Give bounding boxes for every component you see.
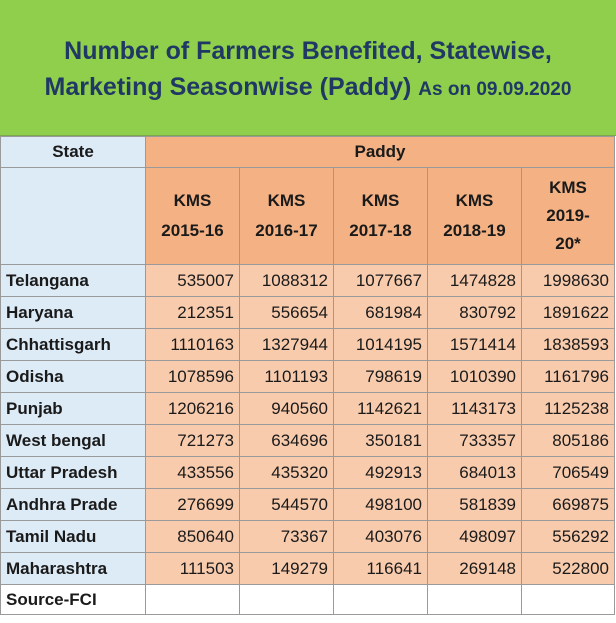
title-line-2: Marketing Seasonwise (Paddy) As on 09.09… [45, 69, 572, 108]
value-cell[interactable]: 435320 [239, 456, 334, 489]
value-cell[interactable]: 721273 [145, 424, 240, 457]
value-cell[interactable]: 111503 [145, 552, 240, 585]
value-cell[interactable]: 1891622 [521, 296, 615, 329]
value-cell[interactable]: 684013 [427, 456, 522, 489]
value-cell[interactable]: 492913 [333, 456, 428, 489]
value-cell[interactable]: 634696 [239, 424, 334, 457]
farmers-table: State Paddy KMS 2015-16 KMS 2016-17 KMS … [0, 136, 615, 615]
value-cell[interactable]: 1014195 [333, 328, 428, 361]
empty-cell[interactable] [239, 584, 334, 615]
value-cell[interactable]: 522800 [521, 552, 615, 585]
value-cell[interactable]: 940560 [239, 392, 334, 425]
table-row: Punjab 1206216 940560 1142621 1143173 1125238 [0, 392, 615, 425]
value-cell[interactable]: 1571414 [427, 328, 522, 361]
state-cell[interactable]: West bengal [0, 424, 146, 457]
value-cell[interactable]: 1161796 [521, 360, 615, 393]
empty-cell[interactable] [427, 584, 522, 615]
value-cell[interactable]: 1110163 [145, 328, 240, 361]
season-header[interactable]: KMS 2016-17 [239, 167, 334, 265]
value-cell[interactable]: 350181 [333, 424, 428, 457]
state-cell[interactable]: Punjab [0, 392, 146, 425]
value-cell[interactable]: 556292 [521, 520, 615, 553]
as-on-date: As on 09.09.2020 [418, 79, 572, 100]
value-cell[interactable]: 1327944 [239, 328, 334, 361]
table-row: Andhra Prade 276699 544570 498100 581839 6698… [0, 488, 615, 521]
title-line-1: Number of Farmers Benefited, Statewise, [64, 37, 552, 65]
value-cell[interactable]: 498100 [333, 488, 428, 521]
value-cell[interactable]: 498097 [427, 520, 522, 553]
source-cell[interactable]: Source-FCI [0, 584, 146, 615]
value-cell[interactable]: 733357 [427, 424, 522, 457]
value-cell[interactable]: 1101193 [239, 360, 334, 393]
value-cell[interactable]: 850640 [145, 520, 240, 553]
season-header[interactable]: KMS 2018-19 [427, 167, 522, 265]
empty-cell[interactable] [333, 584, 428, 615]
value-cell[interactable]: 1142621 [333, 392, 428, 425]
value-cell[interactable]: 1206216 [145, 392, 240, 425]
state-cell[interactable]: Andhra Prade [0, 488, 146, 521]
value-cell[interactable]: 1010390 [427, 360, 522, 393]
header-row-1: State Paddy [0, 136, 615, 168]
value-cell[interactable]: 73367 [239, 520, 334, 553]
value-cell[interactable]: 669875 [521, 488, 615, 521]
value-cell[interactable]: 706549 [521, 456, 615, 489]
table-row: Chhattisgarh 1110163 1327944 1014195 1571414… [0, 328, 615, 361]
blank-header-cell[interactable] [0, 167, 146, 265]
season-header[interactable]: KMS 2017-18 [333, 167, 428, 265]
value-cell[interactable]: 1838593 [521, 328, 615, 361]
value-cell[interactable]: 1474828 [427, 264, 522, 297]
value-cell[interactable]: 1125238 [521, 392, 615, 425]
source-row: Source-FCI [0, 584, 615, 615]
value-cell[interactable]: 1088312 [239, 264, 334, 297]
table-row: Uttar Pradesh 433556 435320 492913 684013 706… [0, 456, 615, 489]
state-cell[interactable]: Telangana [0, 264, 146, 297]
state-cell[interactable]: Chhattisgarh [0, 328, 146, 361]
value-cell[interactable]: 1143173 [427, 392, 522, 425]
value-cell[interactable]: 556654 [239, 296, 334, 329]
value-cell[interactable]: 212351 [145, 296, 240, 329]
value-cell[interactable]: 276699 [145, 488, 240, 521]
value-cell[interactable]: 403076 [333, 520, 428, 553]
table-row: Tamil Nadu 850640 73367 403076 498097 556292 [0, 520, 615, 553]
state-cell[interactable]: Maharashtra [0, 552, 146, 585]
value-cell[interactable]: 269148 [427, 552, 522, 585]
value-cell[interactable]: 535007 [145, 264, 240, 297]
state-cell[interactable]: Uttar Pradesh [0, 456, 146, 489]
title-banner: Number of Farmers Benefited, Statewise, … [0, 0, 616, 136]
value-cell[interactable]: 830792 [427, 296, 522, 329]
empty-cell[interactable] [145, 584, 240, 615]
state-cell[interactable]: Haryana [0, 296, 146, 329]
table-row: Haryana 212351 556654 681984 830792 1891622 [0, 296, 615, 329]
value-cell[interactable]: 798619 [333, 360, 428, 393]
table-row: West bengal 721273 634696 350181 733357 80518… [0, 424, 615, 457]
value-cell[interactable]: 1077667 [333, 264, 428, 297]
value-cell[interactable]: 805186 [521, 424, 615, 457]
state-column-header[interactable]: State [0, 136, 146, 168]
empty-cell[interactable] [521, 584, 615, 615]
value-cell[interactable]: 1078596 [145, 360, 240, 393]
state-cell[interactable]: Tamil Nadu [0, 520, 146, 553]
state-cell[interactable]: Odisha [0, 360, 146, 393]
table-row: Maharashtra 111503 149279 116641 269148 52280… [0, 552, 615, 585]
title-line-2-text: Marketing Seasonwise (Paddy) [44, 73, 412, 101]
season-header[interactable]: KMS 2019-20* [521, 167, 615, 265]
value-cell[interactable]: 581839 [427, 488, 522, 521]
value-cell[interactable]: 116641 [333, 552, 428, 585]
value-cell[interactable]: 1998630 [521, 264, 615, 297]
value-cell[interactable]: 433556 [145, 456, 240, 489]
header-row-2: KMS 2015-16 KMS 2016-17 KMS 2017-18 KMS … [0, 167, 615, 265]
value-cell[interactable]: 681984 [333, 296, 428, 329]
table-row: Telangana 535007 1088312 1077667 1474828 1998… [0, 264, 615, 297]
value-cell[interactable]: 149279 [239, 552, 334, 585]
paddy-group-header[interactable]: Paddy [145, 136, 615, 168]
season-header[interactable]: KMS 2015-16 [145, 167, 240, 265]
value-cell[interactable]: 544570 [239, 488, 334, 521]
table-row: Odisha 1078596 1101193 798619 1010390 1161796 [0, 360, 615, 393]
